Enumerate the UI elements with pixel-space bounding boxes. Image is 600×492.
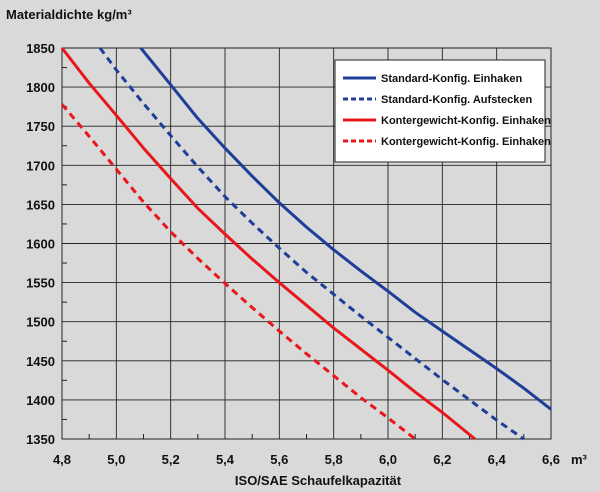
x-tick-label: 6,0 <box>379 452 397 467</box>
y-tick-label: 1650 <box>26 197 55 212</box>
series-lines <box>60 47 552 441</box>
y-tick-label: 1500 <box>26 315 55 330</box>
y-axis-title: Materialdichte kg/m³ <box>6 7 132 22</box>
y-tick-label: 1350 <box>26 432 55 447</box>
x-tick-labels: 4,8 5,0 5,2 5,4 5,6 5,8 6,0 6,2 6,4 6,6 <box>53 452 560 467</box>
y-tick-label: 1800 <box>26 80 55 95</box>
x-tick-label: 6,4 <box>488 452 507 467</box>
series-line-4 <box>60 103 417 441</box>
x-tick-label: 6,2 <box>433 452 451 467</box>
legend-label: Kontergewicht-Konfig. Einhaken <box>381 136 551 148</box>
x-tick-label: 6,6 <box>542 452 560 467</box>
y-tick-label: 1700 <box>26 158 55 173</box>
legend-label: Kontergewicht-Konfig. Einhaken <box>381 115 551 127</box>
y-tick-label: 1750 <box>26 119 55 134</box>
x-tick-label: 5,8 <box>325 452 343 467</box>
y-tick-label: 1550 <box>26 276 55 291</box>
x-tick-label: 4,8 <box>53 452 71 467</box>
x-tick-label: 5,6 <box>270 452 288 467</box>
x-tick-label: 5,2 <box>162 452 180 467</box>
x-axis-unit: m³ <box>571 452 588 467</box>
y-tick-label: 1600 <box>26 237 55 252</box>
legend-label: Standard-Konfig. Einhaken <box>381 73 522 85</box>
y-tick-labels: 1350 1400 1450 1500 1550 1600 1650 1700 1750 1800… <box>26 41 55 447</box>
legend: Standard-Konfig. Einhaken Standard-Konfig… <box>334 59 551 163</box>
x-tick-label: 5,4 <box>216 452 235 467</box>
series-line-2 <box>98 47 525 441</box>
x-tick-label: 5,0 <box>107 452 125 467</box>
y-tick-label: 1450 <box>26 354 55 369</box>
grid <box>62 48 551 439</box>
y-tick-label: 1400 <box>26 393 55 408</box>
x-axis-title: ISO/SAE Schaufelkapazität <box>235 473 402 488</box>
y-tick-label: 1850 <box>26 41 55 56</box>
legend-label: Standard-Konfig. Aufstecken <box>381 94 532 106</box>
series-line-3 <box>60 47 476 441</box>
series-line-1 <box>139 47 552 411</box>
